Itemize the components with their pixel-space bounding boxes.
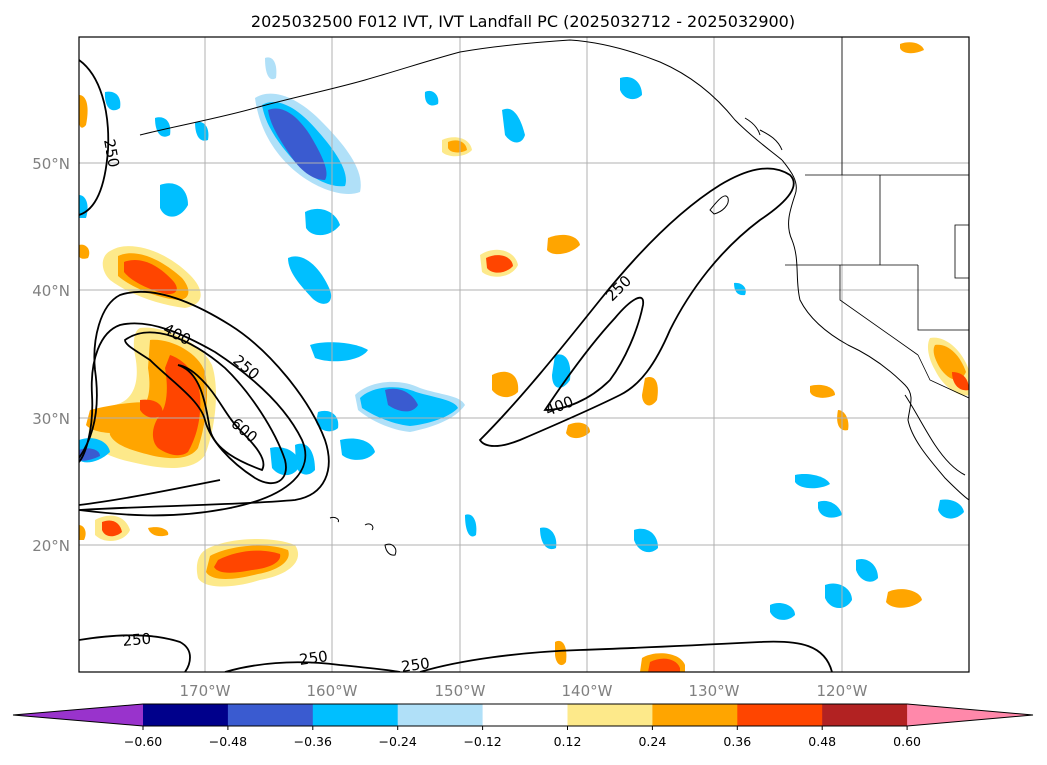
contour-label: 250 xyxy=(298,647,329,669)
colorbar-tick-label: −0.12 xyxy=(463,734,501,749)
colorbar-tick-label: 0.12 xyxy=(554,734,582,749)
latitude-labels: 50°N 40°N 30°N 20°N xyxy=(32,155,70,555)
colorbar-tick-label: −0.60 xyxy=(124,734,162,749)
contour-label: 250 xyxy=(100,138,123,169)
colorbar: −0.60 −0.48 −0.36 −0.24 −0.12 0.12 0.24 0.36 0.4… xyxy=(12,703,1034,749)
colorbar-segment xyxy=(227,704,314,726)
colorbar-segment xyxy=(312,704,399,726)
lat-label: 20°N xyxy=(32,537,70,555)
negative-anomaly-fill xyxy=(79,57,964,620)
lon-label: 130°W xyxy=(689,682,740,700)
figure-title: 2025032500 F012 IVT, IVT Landfall PC (20… xyxy=(251,12,795,31)
map-panel: 250 400 250 600 250 400 250 250 250 xyxy=(79,37,969,676)
colorbar-segment xyxy=(482,704,568,726)
colorbar-segment xyxy=(143,704,229,726)
lat-label: 50°N xyxy=(32,155,70,173)
lat-label: 40°N xyxy=(32,282,70,300)
colorbar-segment xyxy=(13,704,143,726)
colorbar-tick-label: −0.24 xyxy=(379,734,417,749)
lon-label: 150°W xyxy=(435,682,486,700)
positive-anomaly-fill xyxy=(79,42,969,672)
contour-label: 250 xyxy=(122,630,152,650)
colorbar-tick-label: 0.24 xyxy=(638,734,666,749)
colorbar-segment xyxy=(822,704,908,726)
lon-label: 140°W xyxy=(562,682,613,700)
ivt-contours xyxy=(79,59,833,672)
lon-label: 160°W xyxy=(307,682,358,700)
map-frame xyxy=(78,36,970,673)
lon-label: 120°W xyxy=(817,682,868,700)
political-borders xyxy=(785,37,969,399)
colorbar-segment xyxy=(652,704,738,726)
colorbar-tick-label: −0.36 xyxy=(294,734,332,749)
colorbar-tick-label: 0.48 xyxy=(808,734,836,749)
coastlines xyxy=(139,39,969,556)
colorbar-segment xyxy=(397,704,484,726)
lon-label: 170°W xyxy=(180,682,231,700)
contour-label: 250 xyxy=(400,654,431,676)
longitude-labels: 170°W 160°W 150°W 140°W 130°W 120°W xyxy=(180,682,868,700)
colorbar-tick-label: −0.48 xyxy=(209,734,247,749)
lat-label: 30°N xyxy=(32,410,70,428)
colorbar-tick-label: 0.60 xyxy=(893,734,921,749)
colorbar-tick-label: 0.36 xyxy=(723,734,751,749)
graticule xyxy=(79,37,969,672)
colorbar-segment xyxy=(567,704,653,726)
colorbar-segment xyxy=(737,704,823,726)
colorbar-segment xyxy=(907,704,1033,726)
